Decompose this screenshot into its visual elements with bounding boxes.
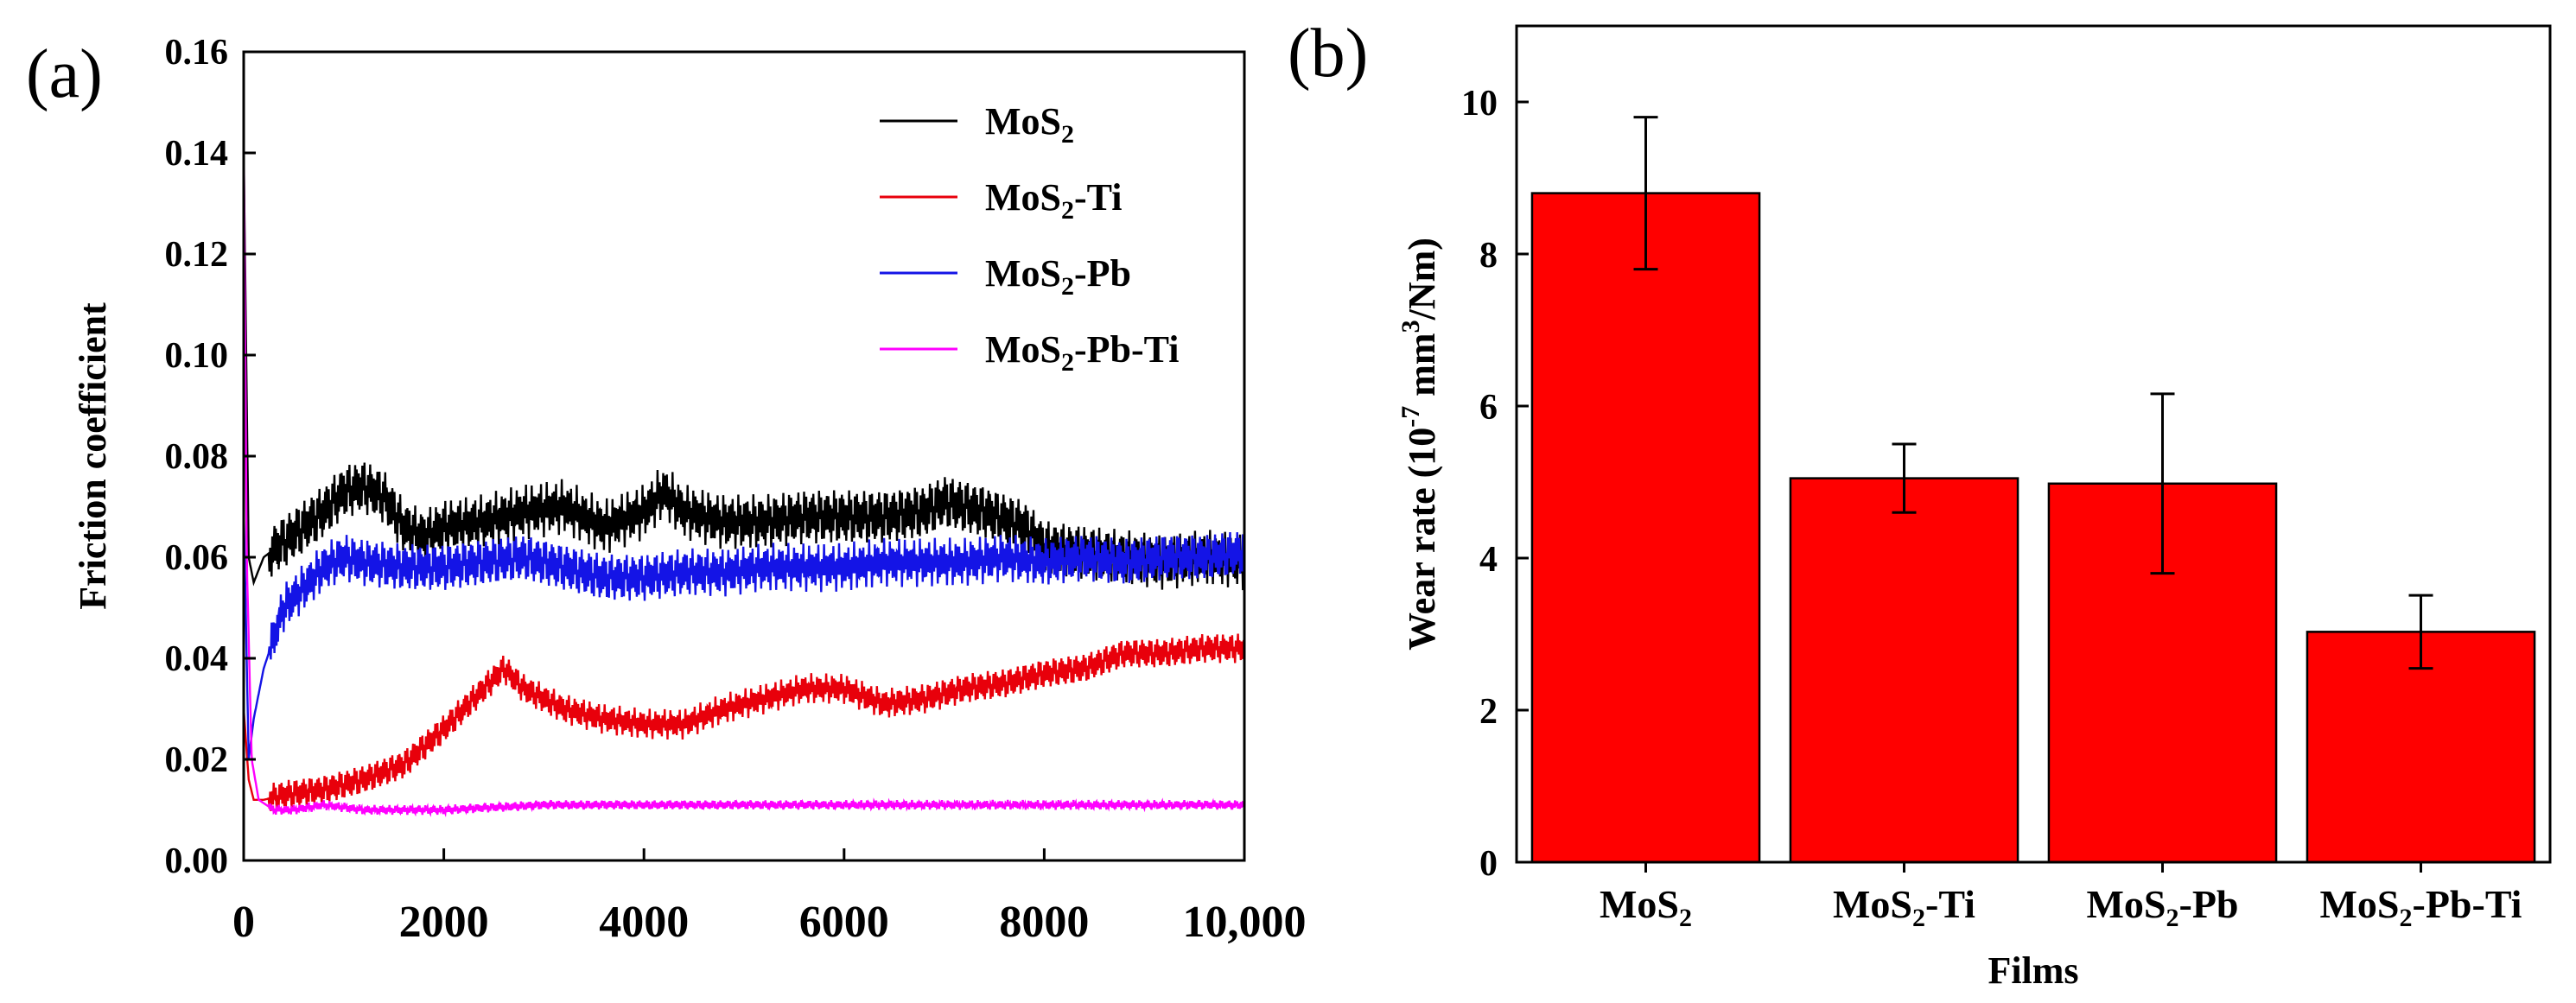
category-label-1: MoS2 bbox=[1600, 882, 1692, 932]
y-tick-label: 0.00 bbox=[165, 841, 229, 881]
line-series-group bbox=[244, 127, 1244, 818]
y-axis-title-b: Wear rate (10-7 mm3/Nm) bbox=[1396, 238, 1443, 651]
bar-group bbox=[1530, 116, 2536, 864]
panel-label-a: (a) bbox=[26, 36, 103, 112]
category-label-3: MoS2-Pb bbox=[2087, 882, 2239, 932]
y-tick-label: 0.14 bbox=[165, 134, 229, 174]
y-title-exp-2: 3 bbox=[1396, 320, 1425, 333]
x-tick-label: 2000 bbox=[399, 898, 489, 947]
category-label-2: MoS2-Ti bbox=[1833, 882, 1975, 932]
panel-label-b: (b) bbox=[1288, 16, 1368, 92]
plot-frame-b bbox=[1515, 24, 2552, 864]
legend-label-2: MoS2-Ti bbox=[985, 176, 1122, 225]
y-tick-label: 0.08 bbox=[165, 437, 229, 477]
y-tick-label: 2 bbox=[1479, 692, 1498, 732]
friction-coefficient-chart: 0.00 0.02 0.04 0.06 0.08 0.10 0.12 0.14 0.16 0 200… bbox=[72, 33, 1307, 947]
y-tick-label: 8 bbox=[1479, 236, 1498, 276]
x-tick-label: 6000 bbox=[799, 898, 889, 947]
y-title-part-e: /Nm) bbox=[1401, 238, 1443, 321]
legend-label-4: MoS2-Pb-Ti bbox=[985, 328, 1179, 377]
x-tick-label: 10,000 bbox=[1183, 898, 1307, 947]
y-tick-label: 10 bbox=[1461, 84, 1498, 124]
y-tick-label: 0 bbox=[1479, 844, 1498, 884]
series-line-2 bbox=[244, 633, 1244, 811]
bar-1 bbox=[1530, 192, 1761, 864]
series-line-3 bbox=[244, 506, 1244, 760]
bar-2 bbox=[1789, 477, 2019, 864]
y-tick-label: 0.06 bbox=[165, 538, 229, 578]
y-tick-label: 6 bbox=[1479, 388, 1498, 428]
y-title-part-a: Wear rate (10 bbox=[1401, 428, 1443, 651]
y-tick-label: 0.16 bbox=[165, 33, 229, 73]
y-tick-label: 0.10 bbox=[165, 336, 229, 376]
y-tick-label: 4 bbox=[1479, 540, 1498, 580]
x-tick-label: 0 bbox=[232, 898, 255, 947]
y-axis-title-a: Friction coefficient bbox=[72, 302, 114, 610]
y-tick-label: 0.04 bbox=[165, 639, 229, 679]
series-line-4 bbox=[244, 127, 1244, 818]
plot-frame-a bbox=[242, 50, 1246, 862]
x-tick-label: 8000 bbox=[999, 898, 1089, 947]
y-tick-label: 0.12 bbox=[165, 235, 229, 275]
axis-ticks-a: 0.00 0.02 0.04 0.06 0.08 0.10 0.12 0.14 0.16 0 200… bbox=[165, 33, 1307, 947]
y-title-exp-1: -7 bbox=[1396, 406, 1425, 428]
wear-rate-chart: 0 2 4 6 8 10 MoS2 MoS2-Ti MoS2-Pb MoS2-Pb-Ti Wear… bbox=[1396, 24, 2552, 992]
y-tick-label: 0.02 bbox=[165, 740, 229, 780]
x-tick-label: 4000 bbox=[599, 898, 689, 947]
axis-ticks-b: 0 2 4 6 8 10 MoS2 MoS2-Ti MoS2-Pb MoS2-Pb-Ti bbox=[1461, 84, 2522, 932]
x-axis-title-b: Films bbox=[1988, 949, 2078, 992]
y-title-part-c: mm bbox=[1401, 333, 1443, 405]
category-label-4: MoS2-Pb-Ti bbox=[2320, 882, 2522, 932]
legend-a: MoS2 MoS2-Ti MoS2-Pb MoS2-Pb-Ti bbox=[880, 100, 1179, 377]
legend-label-1: MoS2 bbox=[985, 100, 1074, 149]
legend-label-3: MoS2-Pb bbox=[985, 252, 1131, 301]
